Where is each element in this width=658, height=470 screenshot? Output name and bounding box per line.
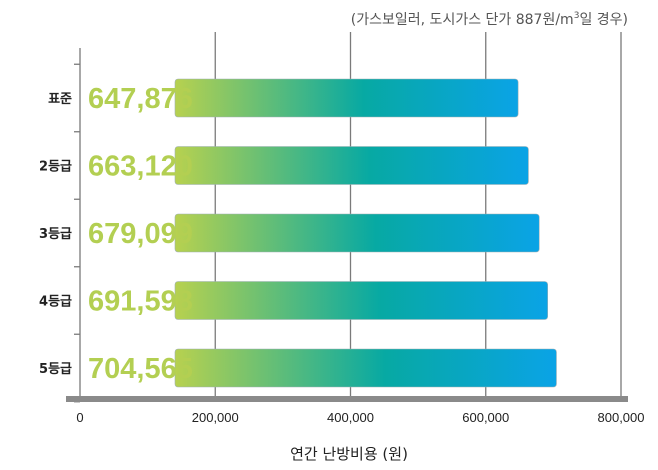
bar-2 (174, 213, 540, 253)
chart-note-superscript: 3 (574, 11, 580, 21)
x-axis-line (66, 396, 628, 402)
bar-1 (174, 146, 529, 185)
x-tick-label-1: 200,000 (192, 410, 239, 425)
chart-note: (가스보일러, 도시가스 단가 887원/m3일 경우) (351, 11, 628, 28)
x-tick-label-3: 600,000 (462, 410, 509, 425)
value-label-1: 663,120 (88, 151, 193, 183)
x-tick-label-4: 800,000 (598, 410, 645, 425)
category-label-0: 표준 (48, 92, 72, 107)
category-label-4: 5등급 (39, 362, 72, 377)
value-label-3: 691,598 (88, 286, 193, 318)
x-tick-label-0: 0 (76, 410, 83, 425)
chart-note-prefix: (가스보일러, 도시가스 단가 887원/m (351, 12, 574, 28)
category-label-2: 3등급 (39, 227, 72, 242)
value-label-0: 647,876 (88, 83, 193, 115)
bars (174, 78, 557, 388)
value-label-4: 704,565 (88, 353, 193, 385)
labels: 0 200,000 400,000 600,000 800,000 표준 647,876 2등… (39, 83, 644, 425)
bar-0 (174, 78, 519, 118)
category-label-1: 2등급 (39, 160, 72, 175)
axes (66, 48, 628, 403)
category-label-3: 4등급 (39, 295, 72, 310)
bar-3 (174, 281, 548, 320)
x-tick-label-2: 400,000 (327, 410, 374, 425)
bar-4 (174, 348, 557, 388)
value-label-2: 679,099 (88, 218, 193, 250)
chart-note-suffix: 일 경우) (579, 12, 628, 28)
x-axis-label: 연간 난방비용 (원) (290, 445, 408, 463)
